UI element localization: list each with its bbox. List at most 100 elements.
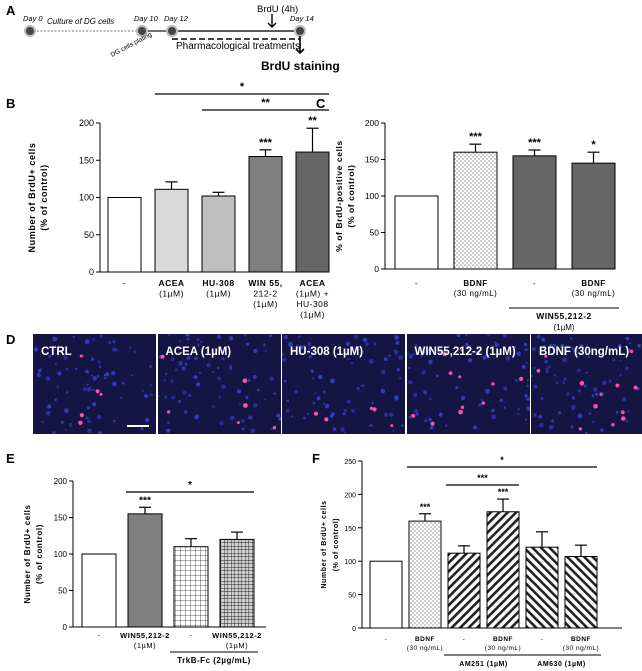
scale-bar bbox=[127, 425, 149, 427]
nucleus-dot bbox=[262, 343, 266, 347]
category-label: (1µM) + bbox=[296, 289, 329, 299]
micrograph-panel: HU-308 (1µM) bbox=[282, 334, 405, 434]
nucleus-dot bbox=[414, 343, 418, 347]
brdu-cell-dot bbox=[95, 389, 100, 394]
nucleus-dot bbox=[85, 369, 89, 374]
nucleus-dot bbox=[395, 398, 398, 401]
bar bbox=[571, 162, 616, 270]
nucleus-dot bbox=[553, 374, 556, 377]
nucleus-dot bbox=[112, 340, 116, 344]
brdu-cell-dot bbox=[460, 348, 463, 352]
nucleus-dot bbox=[496, 349, 501, 354]
nucleus-dot bbox=[98, 431, 102, 434]
nucleus-dot bbox=[373, 343, 376, 346]
nucleus-dot bbox=[199, 341, 203, 344]
brdu-cell-dot bbox=[481, 401, 485, 405]
nucleus-dot bbox=[533, 413, 537, 417]
nucleus-dot bbox=[502, 334, 507, 338]
brdu-cell-dot bbox=[372, 407, 377, 412]
nucleus-dot bbox=[323, 352, 327, 356]
nucleus-dot bbox=[216, 376, 221, 381]
nucleus-dot bbox=[555, 381, 559, 385]
nucleus-dot bbox=[90, 374, 93, 377]
bar bbox=[219, 538, 255, 628]
nucleus-dot bbox=[454, 386, 458, 390]
nucleus-dot bbox=[513, 345, 516, 349]
significance-label: *** bbox=[259, 137, 273, 149]
nucleus-dot bbox=[577, 389, 581, 393]
nucleus-dot bbox=[384, 357, 388, 361]
category-label: 212-2 bbox=[253, 289, 277, 299]
nucleus-dot bbox=[637, 343, 641, 348]
nucleus-dot bbox=[306, 412, 310, 416]
nucleus-dot bbox=[46, 411, 51, 416]
nucleus-dot bbox=[407, 380, 412, 385]
nucleus-dot bbox=[302, 345, 305, 348]
nucleus-dot bbox=[523, 347, 528, 352]
y-axis-label-sub: (% of control) bbox=[333, 518, 340, 572]
nucleus-dot bbox=[119, 396, 123, 400]
comparison-label: * bbox=[188, 480, 192, 491]
nucleus-dot bbox=[531, 374, 533, 378]
nucleus-dot bbox=[316, 396, 321, 401]
nucleus-dot bbox=[229, 415, 234, 421]
micrograph-panel: CTRL bbox=[33, 334, 156, 434]
brdu-cell-dot bbox=[430, 421, 435, 426]
nucleus-dot bbox=[552, 343, 557, 348]
brdu-cell-dot bbox=[313, 411, 319, 416]
nucleus-dot bbox=[460, 395, 465, 401]
brdu-cell-dot bbox=[593, 404, 598, 409]
nucleus-dot bbox=[157, 394, 160, 398]
nucleus-dot bbox=[412, 392, 417, 398]
nucleus-dot bbox=[602, 380, 607, 385]
nucleus-dot bbox=[112, 381, 117, 387]
nucleus-dot bbox=[368, 359, 374, 364]
panel-letter-a: A bbox=[6, 3, 16, 18]
nucleus-dot bbox=[307, 347, 311, 351]
category-label: (30 ng/mL) bbox=[572, 289, 616, 298]
category-label: - bbox=[415, 279, 418, 288]
significance-label: ** bbox=[308, 115, 317, 127]
micrograph-label: ACEA (1µM) bbox=[165, 346, 232, 358]
nucleus-dot bbox=[182, 390, 186, 395]
nucleus-dot bbox=[616, 411, 619, 414]
nucleus-dot bbox=[588, 356, 591, 359]
micrograph-image bbox=[157, 334, 281, 434]
nucleus-dot bbox=[361, 384, 364, 387]
nucleus-dot bbox=[588, 412, 592, 415]
nucleus-dot bbox=[330, 414, 334, 418]
nucleus-dot bbox=[145, 418, 149, 422]
nucleus-dot bbox=[536, 334, 541, 339]
nucleus-dot bbox=[96, 375, 100, 378]
category-label: BDNF bbox=[415, 636, 435, 643]
nucleus-dot bbox=[562, 357, 567, 363]
nucleus-dot bbox=[566, 392, 570, 396]
nucleus-dot bbox=[198, 371, 201, 375]
nucleus-dot bbox=[252, 374, 257, 379]
y-axis-label: Number of BrdU+ cells bbox=[27, 143, 37, 253]
nucleus-dot bbox=[526, 379, 529, 382]
brdu-cell-dot bbox=[324, 417, 329, 422]
nucleus-dot bbox=[184, 334, 190, 337]
nucleus-dot bbox=[427, 417, 432, 422]
nucleus-dot bbox=[164, 372, 168, 376]
brdu-cell-dot bbox=[236, 421, 240, 424]
nucleus-dot bbox=[412, 352, 415, 356]
nucleus-dot bbox=[438, 412, 443, 417]
nucleus-dot bbox=[456, 334, 460, 337]
brdu-cell-dot bbox=[460, 405, 464, 409]
nucleus-dot bbox=[193, 356, 198, 360]
nucleus-dot bbox=[622, 397, 626, 401]
nucleus-dot bbox=[499, 398, 503, 402]
category-label: - bbox=[190, 631, 193, 640]
brdu-cell-dot bbox=[490, 382, 495, 386]
nucleus-dot bbox=[308, 355, 312, 359]
nucleus-dot bbox=[130, 374, 133, 377]
nucleus-dot bbox=[166, 421, 170, 425]
y-tick-label: 150 bbox=[54, 514, 68, 523]
nucleus-dot bbox=[398, 377, 402, 380]
nucleus-dot bbox=[140, 427, 144, 431]
nucleus-dot bbox=[381, 370, 386, 375]
nucleus-dot bbox=[84, 339, 90, 344]
nucleus-dot bbox=[369, 424, 373, 428]
